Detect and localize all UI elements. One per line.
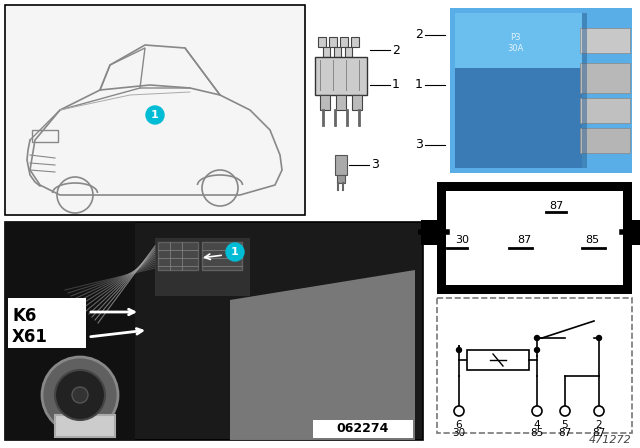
Text: P3
30A: P3 30A	[507, 33, 523, 53]
Bar	[158, 242, 198, 270]
Bar	[582, 13, 587, 168]
Text: K6: K6	[12, 307, 36, 325]
Text: 3: 3	[371, 159, 379, 172]
Bar	[155, 238, 250, 296]
Bar	[5, 222, 423, 440]
Text: 1: 1	[151, 110, 159, 120]
Circle shape	[534, 348, 540, 353]
Text: 30: 30	[455, 235, 469, 245]
Bar	[32, 130, 58, 142]
Text: X61: X61	[12, 328, 48, 346]
Text: 5: 5	[562, 420, 568, 430]
Text: 85: 85	[585, 235, 599, 245]
Bar	[437, 298, 632, 433]
Text: 2: 2	[392, 43, 400, 56]
Bar	[580, 98, 630, 123]
Bar	[630, 220, 640, 245]
Bar	[337, 175, 345, 183]
Bar	[202, 242, 242, 270]
Circle shape	[454, 406, 464, 416]
Text: 1: 1	[415, 78, 423, 91]
Bar	[5, 222, 135, 440]
Circle shape	[534, 336, 540, 340]
Bar	[5, 5, 305, 215]
Bar	[421, 220, 439, 245]
Circle shape	[594, 406, 604, 416]
Circle shape	[456, 348, 461, 353]
Bar	[455, 13, 582, 168]
Bar	[335, 155, 347, 175]
Circle shape	[146, 106, 164, 124]
Bar	[8, 298, 86, 348]
Text: 87: 87	[517, 235, 531, 245]
Circle shape	[55, 370, 105, 420]
Bar	[455, 13, 582, 68]
Text: 2: 2	[596, 420, 602, 430]
Bar	[313, 420, 413, 438]
Bar	[329, 37, 337, 47]
Bar	[55, 415, 115, 437]
Text: 2: 2	[415, 29, 423, 42]
Bar	[351, 37, 359, 47]
Text: 85: 85	[531, 428, 543, 438]
Bar	[450, 8, 632, 173]
Bar	[345, 47, 352, 57]
Text: 87: 87	[593, 428, 605, 438]
Bar	[446, 191, 623, 285]
Bar	[352, 95, 362, 110]
Bar	[320, 95, 330, 110]
Bar	[336, 95, 346, 110]
Bar	[580, 28, 630, 53]
Text: 1: 1	[392, 78, 400, 91]
Bar	[315, 57, 367, 95]
Text: 3: 3	[415, 138, 423, 151]
Text: 87: 87	[549, 201, 563, 211]
Circle shape	[226, 243, 244, 261]
Text: 87: 87	[558, 428, 572, 438]
Polygon shape	[230, 270, 415, 440]
Bar	[580, 128, 630, 153]
Bar	[340, 37, 348, 47]
Text: 062274: 062274	[337, 422, 389, 435]
Bar	[323, 47, 330, 57]
Circle shape	[42, 357, 118, 433]
Bar	[437, 182, 632, 294]
Circle shape	[596, 336, 602, 340]
Text: 30: 30	[452, 428, 465, 438]
Circle shape	[560, 406, 570, 416]
Circle shape	[532, 406, 542, 416]
Text: 6: 6	[456, 420, 462, 430]
Text: 1: 1	[231, 247, 239, 257]
Bar	[580, 63, 630, 93]
Circle shape	[72, 387, 88, 403]
Text: 4: 4	[534, 420, 540, 430]
Bar	[334, 47, 341, 57]
Bar	[318, 37, 326, 47]
Bar	[467, 350, 529, 370]
Text: 471272: 471272	[589, 435, 632, 445]
